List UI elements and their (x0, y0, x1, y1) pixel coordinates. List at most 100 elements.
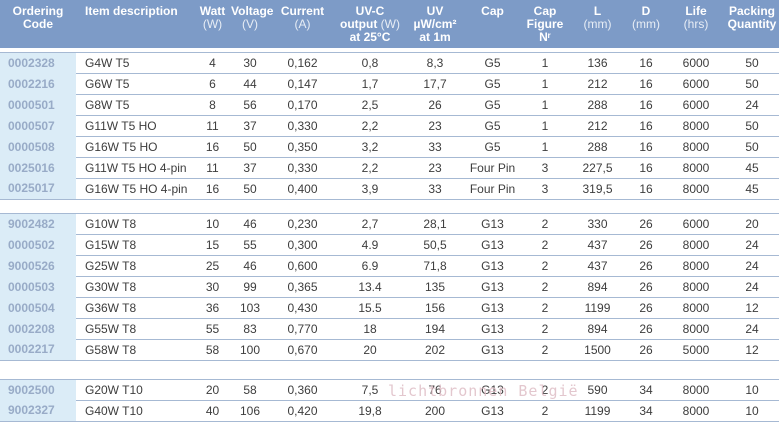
current-cell: 0,330 (270, 115, 335, 137)
uv_irradiance-cell: 33 (405, 136, 465, 158)
length-cell: 319,5 (570, 178, 625, 200)
uv_irradiance-cell: 202 (405, 339, 465, 361)
code-cell: 9000526 (0, 255, 76, 276)
table-row: 9002327 G40W T10 40 106 0,420 19,8 200 G13 2 1199… (0, 400, 779, 422)
column-header-packing: Packing Quantity (725, 0, 779, 48)
life-cell: 6000 (667, 51, 725, 74)
life-cell: 8000 (667, 276, 725, 298)
diameter-cell: 16 (625, 115, 667, 137)
life-cell: 6000 (667, 73, 725, 95)
cap-cell: G13 (465, 318, 520, 340)
uvc_output-cell: 13.4 (335, 276, 405, 298)
life-cell: 8000 (667, 255, 725, 277)
column-header-diameter: D (mm) (625, 0, 667, 48)
watt-cell: 40 (195, 400, 230, 422)
current-cell: 0,330 (270, 157, 335, 179)
group-spacer (0, 199, 779, 213)
watt-cell: 25 (195, 255, 230, 277)
column-header-code: Ordering Code (0, 0, 76, 48)
cap-cell: Four Pin (465, 157, 520, 179)
diameter-cell: 16 (625, 73, 667, 95)
uvc_output-cell: 6.9 (335, 255, 405, 277)
packing-cell: 50 (725, 73, 779, 95)
table-row: 0000502 G15W T8 15 55 0,300 4.9 50,5 G13 2 437 26 8… (0, 234, 779, 256)
packing-cell: 50 (725, 115, 779, 137)
voltage-cell: 106 (230, 400, 270, 422)
description-cell: G15W T8 (76, 234, 195, 256)
uv_irradiance-cell: 33 (405, 178, 465, 200)
cap_figure-cell: 2 (520, 378, 570, 401)
cap_figure-cell: 2 (520, 400, 570, 422)
packing-cell: 24 (725, 94, 779, 116)
length-cell: 288 (570, 94, 625, 116)
voltage-cell: 83 (230, 318, 270, 340)
diameter-cell: 26 (625, 234, 667, 256)
diameter-cell: 16 (625, 51, 667, 74)
diameter-cell: 16 (625, 136, 667, 158)
column-header-uvc_output: UV-C output (W) at 25°C (335, 0, 405, 48)
life-cell: 8000 (667, 136, 725, 158)
length-cell: 227,5 (570, 157, 625, 179)
watt-cell: 16 (195, 178, 230, 200)
current-cell: 0,600 (270, 255, 335, 277)
voltage-cell: 30 (230, 51, 270, 74)
current-cell: 0,170 (270, 94, 335, 116)
description-cell: G4W T5 (76, 51, 195, 74)
uv_irradiance-cell: 194 (405, 318, 465, 340)
current-cell: 0,300 (270, 234, 335, 256)
packing-cell: 45 (725, 178, 779, 200)
length-cell: 288 (570, 136, 625, 158)
current-cell: 0,147 (270, 73, 335, 95)
code-cell: 9002482 (0, 212, 76, 234)
description-cell: G8W T5 (76, 94, 195, 116)
table-row: 9002482 G10W T8 10 46 0,230 2,7 28,1 G13 2 330 26 6… (0, 212, 779, 235)
group-spacer (0, 360, 779, 379)
cap_figure-cell: 2 (520, 276, 570, 298)
table-row: 0000501 G8W T5 8 56 0,170 2,5 26 G5 1 288 16 6000 24 (0, 94, 779, 116)
packing-cell: 50 (725, 136, 779, 158)
description-cell: G58W T8 (76, 339, 195, 361)
description-cell: G6W T5 (76, 73, 195, 95)
cap-cell: G5 (465, 51, 520, 74)
life-cell: 6000 (667, 212, 725, 235)
watt-cell: 8 (195, 94, 230, 116)
uv_irradiance-cell: 23 (405, 115, 465, 137)
voltage-cell: 46 (230, 212, 270, 235)
cap_figure-cell: 2 (520, 255, 570, 277)
table-row: 0002217 G58W T8 58 100 0,670 20 202 G13 2 1500 26 5… (0, 339, 779, 361)
column-header-cap_figure: Cap Figure Nʳ (520, 0, 570, 48)
voltage-cell: 58 (230, 378, 270, 401)
table-row: 0002216 G6W T5 6 44 0,147 1,7 17,7 G5 1 212 16 6000… (0, 73, 779, 95)
column-header-uv_irradiance: UV µW/cm² at 1m (405, 0, 465, 48)
life-cell: 8000 (667, 318, 725, 340)
table-row: 0025016 G11W T5 HO 4-pin 11 37 0,330 2,2 23 Fou… (0, 157, 779, 179)
watt-cell: 11 (195, 157, 230, 179)
current-cell: 0,770 (270, 318, 335, 340)
diameter-cell: 26 (625, 212, 667, 235)
packing-cell: 12 (725, 339, 779, 361)
uv_irradiance-cell: 50,5 (405, 234, 465, 256)
diameter-cell: 16 (625, 94, 667, 116)
description-cell: G11W T5 HO (76, 115, 195, 137)
description-cell: G10W T8 (76, 212, 195, 235)
table-row: 0002208 G55W T8 55 83 0,770 18 194 G13 2 894 26 800… (0, 318, 779, 340)
description-cell: G36W T8 (76, 297, 195, 319)
current-cell: 0,162 (270, 51, 335, 74)
column-header-length: L (mm) (570, 0, 625, 48)
voltage-cell: 37 (230, 115, 270, 137)
uvc_output-cell: 3,2 (335, 136, 405, 158)
column-header-watt: Watt (W) (195, 0, 230, 48)
code-cell: 0025016 (0, 157, 76, 178)
uv_irradiance-cell: 71,8 (405, 255, 465, 277)
voltage-cell: 100 (230, 339, 270, 361)
uv_irradiance-cell: 200 (405, 400, 465, 422)
voltage-cell: 99 (230, 276, 270, 298)
cap-cell: G13 (465, 255, 520, 277)
description-cell: G25W T8 (76, 255, 195, 277)
description-cell: G55W T8 (76, 318, 195, 340)
watt-cell: 11 (195, 115, 230, 137)
cap_figure-cell: 1 (520, 136, 570, 158)
column-header-voltage: Voltage (V) (230, 0, 273, 48)
packing-cell: 24 (725, 255, 779, 277)
description-cell: G20W T10 (76, 378, 195, 401)
